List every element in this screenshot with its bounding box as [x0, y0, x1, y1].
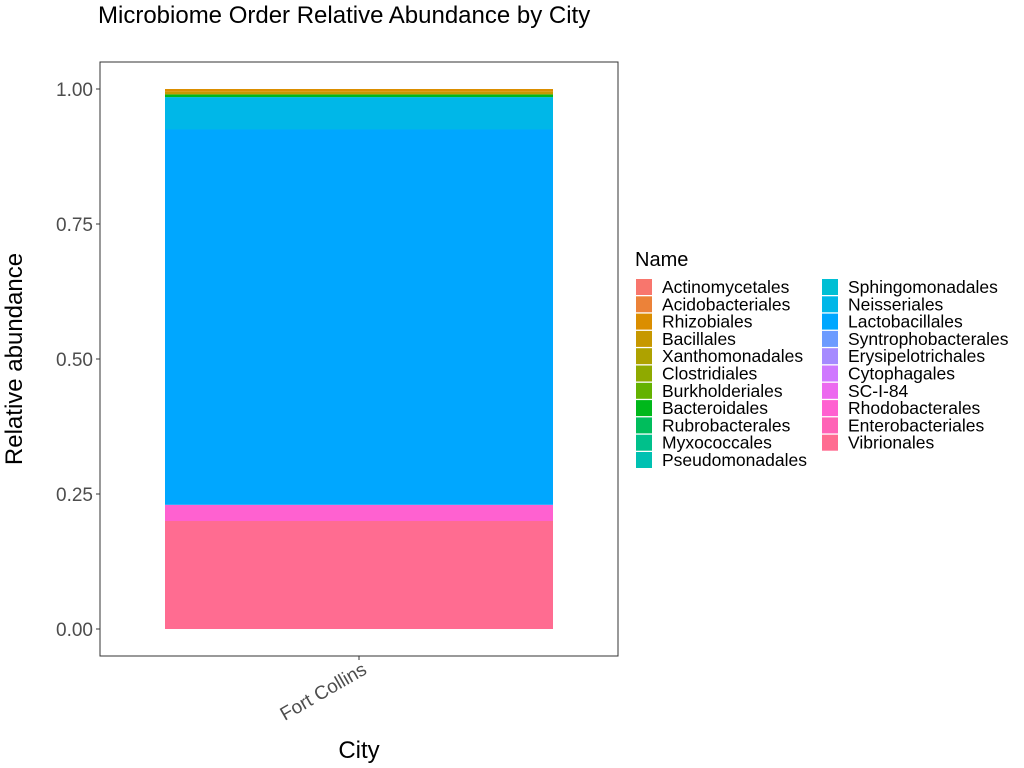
legend-item-cytophagales: Cytophagales: [822, 364, 955, 384]
legend-swatch: [822, 400, 838, 417]
legend-label: Enterobacteriales: [848, 415, 984, 435]
legend-item-xanthomonadales: Xanthomonadales: [636, 346, 803, 366]
legend-label: Clostridiales: [662, 364, 758, 384]
legend-swatch: [636, 279, 652, 295]
legend-swatch: [636, 313, 652, 330]
legend-item-bacillales: Bacillales: [636, 329, 736, 349]
legend-item-vibrionales: Vibrionales: [822, 433, 935, 453]
legend-swatch: [636, 296, 652, 313]
x-tick-label: Fort Collins: [277, 659, 371, 725]
legend-swatch: [636, 417, 652, 434]
bar-segment-bacillales: [165, 91, 553, 95]
bar-segment-bacteroidales: [165, 94, 553, 98]
legend-label: Actinomycetales: [662, 277, 790, 297]
bar-segment-neisseriales: [165, 97, 553, 130]
legend-swatch: [636, 382, 652, 399]
legend-title: Name: [635, 249, 688, 271]
legend-item-rhizobiales: Rhizobiales: [636, 312, 753, 332]
legend: Name ActinomycetalesAcidobacterialesRhiz…: [635, 249, 1009, 470]
legend-item-rhodobacterales: Rhodobacterales: [822, 398, 981, 418]
y-tick-label: 0.25: [56, 485, 93, 506]
legend-swatch: [636, 452, 652, 468]
legend-swatch: [636, 365, 652, 382]
y-axis: 0.00 0.25 0.50 0.75 1.00: [56, 80, 100, 641]
legend-label: Bacillales: [662, 329, 736, 349]
legend-swatch: [822, 434, 838, 451]
legend-swatch: [822, 365, 838, 382]
legend-label: Cytophagales: [848, 364, 955, 384]
legend-label: Xanthomonadales: [662, 346, 803, 366]
x-axis-title: City: [338, 737, 379, 764]
y-tick-label: 0.00: [56, 620, 93, 641]
bar-segment-vibrionales: [165, 521, 553, 629]
legend-item-enterobacteriales: Enterobacteriales: [822, 415, 984, 435]
legend-item-erysipelotrichales: Erysipelotrichales: [822, 346, 985, 366]
legend-item-lactobacillales: Lactobacillales: [822, 312, 963, 332]
legend-item-bacteroidales: Bacteroidales: [636, 398, 768, 418]
legend-swatch: [822, 417, 838, 434]
chart-title: Microbiome Order Relative Abundance by C…: [98, 2, 590, 29]
legend-swatch: [822, 313, 838, 330]
legend-swatch: [822, 348, 838, 365]
legend-label: Vibrionales: [848, 433, 935, 453]
legend-item-clostridiales: Clostridiales: [636, 364, 758, 384]
legend-label: Rubrobacterales: [662, 415, 791, 435]
legend-label: Rhizobiales: [662, 312, 753, 332]
legend-label: Acidobacteriales: [662, 294, 791, 314]
legend-label: Erysipelotrichales: [848, 346, 985, 366]
bar-stack: [165, 89, 553, 629]
legend-label: Pseudomonadales: [662, 450, 807, 470]
legend-label: Myxococcales: [662, 433, 772, 453]
bar-segment-rhodobacterales: [165, 504, 553, 521]
legend-swatch: [636, 400, 652, 417]
legend-label: Bacteroidales: [662, 398, 768, 418]
legend-item-rubrobacterales: Rubrobacterales: [636, 415, 791, 435]
legend-item-pseudomonadales: Pseudomonadales: [636, 450, 807, 470]
legend-label: Rhodobacterales: [848, 398, 981, 418]
legend-swatch: [822, 330, 838, 347]
legend-label: Lactobacillales: [848, 312, 963, 332]
legend-swatch: [636, 434, 652, 451]
legend-item-actinomycetales: Actinomycetales: [636, 277, 790, 297]
legend-item-myxococcales: Myxococcales: [636, 433, 772, 453]
legend-swatch: [636, 330, 652, 347]
bar-segment-lactobacillales: [165, 129, 553, 505]
y-tick-label: 1.00: [56, 80, 93, 101]
legend-label: Sphingomonadales: [848, 277, 998, 297]
legend-label: SC-I-84: [848, 381, 909, 401]
y-tick-label: 0.50: [56, 350, 93, 371]
legend-item-neisseriales: Neisseriales: [822, 294, 944, 314]
legend-item-sc-i-84: SC-I-84: [822, 381, 909, 401]
legend-item-burkholderiales: Burkholderiales: [636, 381, 783, 401]
legend-swatch: [822, 382, 838, 399]
legend-label: Neisseriales: [848, 294, 944, 314]
legend-item-acidobacteriales: Acidobacteriales: [636, 294, 791, 314]
legend-swatch: [822, 296, 838, 313]
legend-swatch: [636, 348, 652, 365]
legend-swatch: [822, 279, 838, 295]
legend-label: Syntrophobacterales: [848, 329, 1009, 349]
y-tick-label: 0.75: [56, 215, 93, 236]
legend-item-syntrophobacterales: Syntrophobacterales: [822, 329, 1009, 349]
legend-label: Burkholderiales: [662, 381, 783, 401]
x-axis: Fort Collins: [277, 656, 371, 725]
bar-segment-rhizobiales: [165, 89, 553, 92]
y-axis-title: Relative abundance: [1, 253, 28, 465]
legend-item-sphingomonadales: Sphingomonadales: [822, 277, 998, 297]
